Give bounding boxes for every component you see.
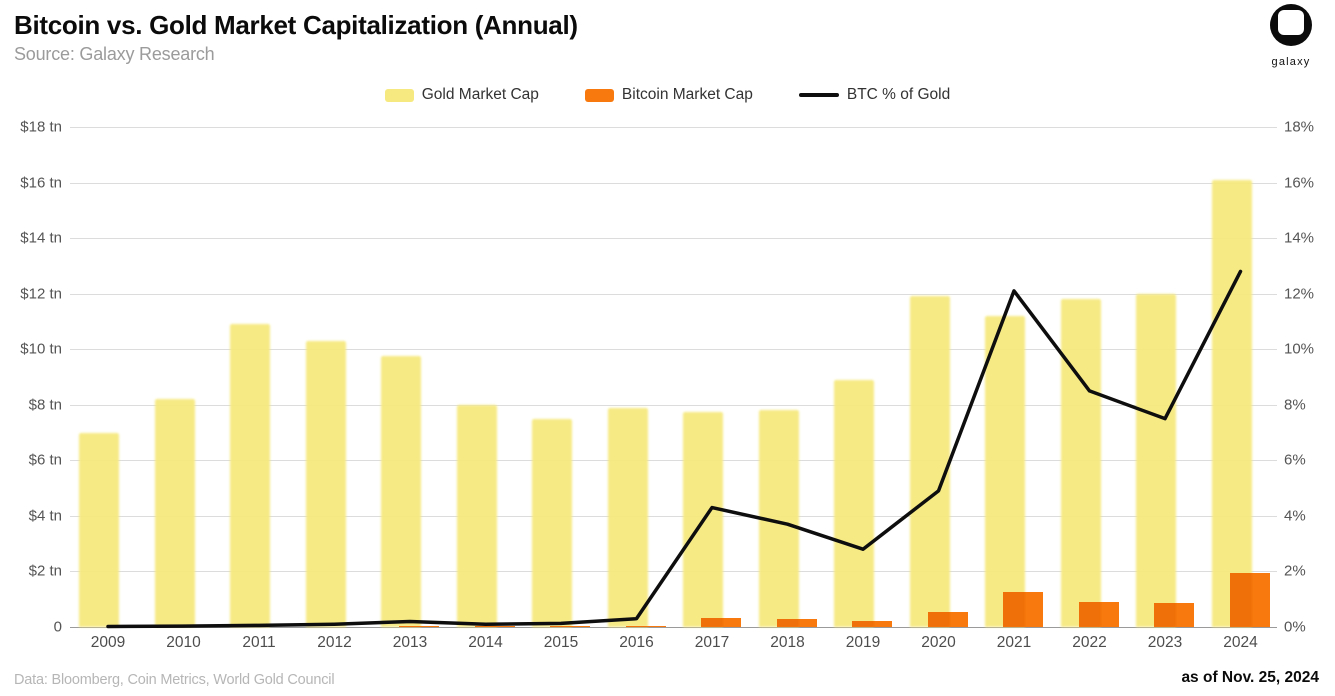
y-axis-right-tick: 8% <box>1284 396 1306 414</box>
page-title: Bitcoin vs. Gold Market Capitalization (… <box>14 10 578 40</box>
bitcoin-swatch-icon <box>584 88 614 102</box>
y-axis-left-tick: $2 tn <box>28 562 62 580</box>
bitcoin-bar-2019 <box>852 620 892 627</box>
gold-bar-2015 <box>532 418 572 627</box>
gold-bar-2011 <box>230 324 270 627</box>
page-subtitle: Source: Galaxy Research <box>14 44 215 64</box>
y-axis-right-tick: 18% <box>1284 118 1315 136</box>
x-axis-tick-2014: 2014 <box>468 634 503 651</box>
gridline <box>70 404 1277 406</box>
bitcoin-bar-2013 <box>399 626 439 627</box>
gold-bar-2016 <box>607 407 648 627</box>
x-axis-tick-2023: 2023 <box>1147 634 1183 651</box>
x-axis-tick-2022: 2022 <box>1072 634 1107 651</box>
gold-bar-2021 <box>985 315 1025 627</box>
y-axis-right-tick: 2% <box>1284 562 1306 580</box>
x-axis-tick-2012: 2012 <box>317 634 352 651</box>
galaxy-logo-icon <box>1267 4 1315 51</box>
gold-bar-2013 <box>381 356 421 627</box>
x-axis-tick-2019: 2019 <box>845 634 881 651</box>
y-axis-left-tick: $4 tn <box>28 507 62 525</box>
gold-bar-2009 <box>79 432 119 627</box>
y-axis-left-tick: $14 tn <box>20 229 62 247</box>
x-axis-tick-2011: 2011 <box>242 634 276 651</box>
legend-label-bitcoin: Bitcoin Market Cap <box>621 86 753 103</box>
galaxy-logo-text: galaxy <box>1271 56 1311 68</box>
x-axis-tick-2015: 2015 <box>543 634 579 651</box>
y-axis-left-tick: $12 tn <box>20 285 62 303</box>
galaxy-logo: galaxy <box>1261 3 1321 68</box>
gold-bar-2020 <box>909 296 950 627</box>
bitcoin-bar-2021 <box>1003 592 1043 627</box>
x-axis-tick-2010: 2010 <box>166 634 201 651</box>
gridline <box>70 182 1277 184</box>
y-axis-right-tick: 16% <box>1284 174 1315 192</box>
gridline <box>70 238 1277 240</box>
gridline <box>70 293 1277 295</box>
legend-item-bitcoin: Bitcoin Market Cap <box>584 86 753 104</box>
gridline <box>70 127 1277 128</box>
y-axis-left-tick: 0 <box>53 618 62 636</box>
x-axis-tick-2021: 2021 <box>996 634 1032 651</box>
x-axis-line <box>70 627 1277 628</box>
bitcoin-bar-2020 <box>927 611 968 627</box>
btc-pct-line-swatch-icon <box>798 93 839 97</box>
chart-legend: Gold Market Cap Bitcoin Market Cap BTC %… <box>0 86 1335 104</box>
bitcoin-bar-2022 <box>1078 602 1119 627</box>
gold-bar-2012 <box>305 340 346 627</box>
y-axis-left-tick: $16 tn <box>20 174 62 192</box>
x-axis-tick-2017: 2017 <box>694 634 730 651</box>
bitcoin-bar-2015 <box>550 626 590 627</box>
legend-label-btc-pct: BTC % of Gold <box>846 86 951 103</box>
gridline <box>70 460 1277 462</box>
y-axis-right-tick: 12% <box>1284 285 1315 303</box>
gold-bar-2024 <box>1211 179 1252 627</box>
legend-item-btc-pct: BTC % of Gold <box>798 86 951 104</box>
y-axis-right-tick: 0% <box>1284 618 1306 636</box>
y-axis-right-tick: 4% <box>1284 507 1306 525</box>
bitcoin-bar-2023 <box>1154 603 1194 627</box>
gridline <box>70 571 1277 573</box>
as-of-date: as of Nov. 25, 2024 <box>1181 669 1319 686</box>
bitcoin-bar-2014 <box>474 626 515 627</box>
x-axis-tick-2020: 2020 <box>921 634 956 651</box>
bitcoin-bar-2016 <box>625 626 666 627</box>
x-axis-tick-2013: 2013 <box>392 634 428 651</box>
x-axis-tick-2018: 2018 <box>770 634 805 651</box>
gold-swatch-icon <box>384 88 414 102</box>
gold-bar-2022 <box>1060 299 1101 627</box>
gridline <box>70 349 1277 351</box>
gold-bar-2019 <box>834 379 874 627</box>
y-axis-left-tick: $18 tn <box>20 118 62 136</box>
gold-bar-2014 <box>456 404 497 627</box>
y-axis-right-tick: 6% <box>1284 451 1306 469</box>
y-axis-right-tick: 10% <box>1284 340 1315 358</box>
y-axis-left-tick: $8 tn <box>28 396 62 414</box>
gold-bar-2010 <box>154 399 195 627</box>
x-axis-tick-2016: 2016 <box>619 634 654 651</box>
x-axis-tick-2009: 2009 <box>90 634 126 651</box>
y-axis-left-tick: $10 tn <box>20 340 62 358</box>
legend-item-gold: Gold Market Cap <box>384 86 539 104</box>
data-attribution: Data: Bloomberg, Coin Metrics, World Gol… <box>14 672 335 688</box>
y-axis-left-tick: $6 tn <box>28 451 62 469</box>
bitcoin-bar-2018 <box>776 618 817 627</box>
bitcoin-bar-2017 <box>701 617 741 627</box>
x-axis-tick-2024: 2024 <box>1223 634 1258 651</box>
gridline <box>70 515 1277 517</box>
legend-label-gold: Gold Market Cap <box>421 86 539 103</box>
y-axis-right-tick: 14% <box>1284 229 1315 247</box>
bitcoin-bar-2024 <box>1229 572 1270 627</box>
gold-bar-2023 <box>1136 293 1176 627</box>
